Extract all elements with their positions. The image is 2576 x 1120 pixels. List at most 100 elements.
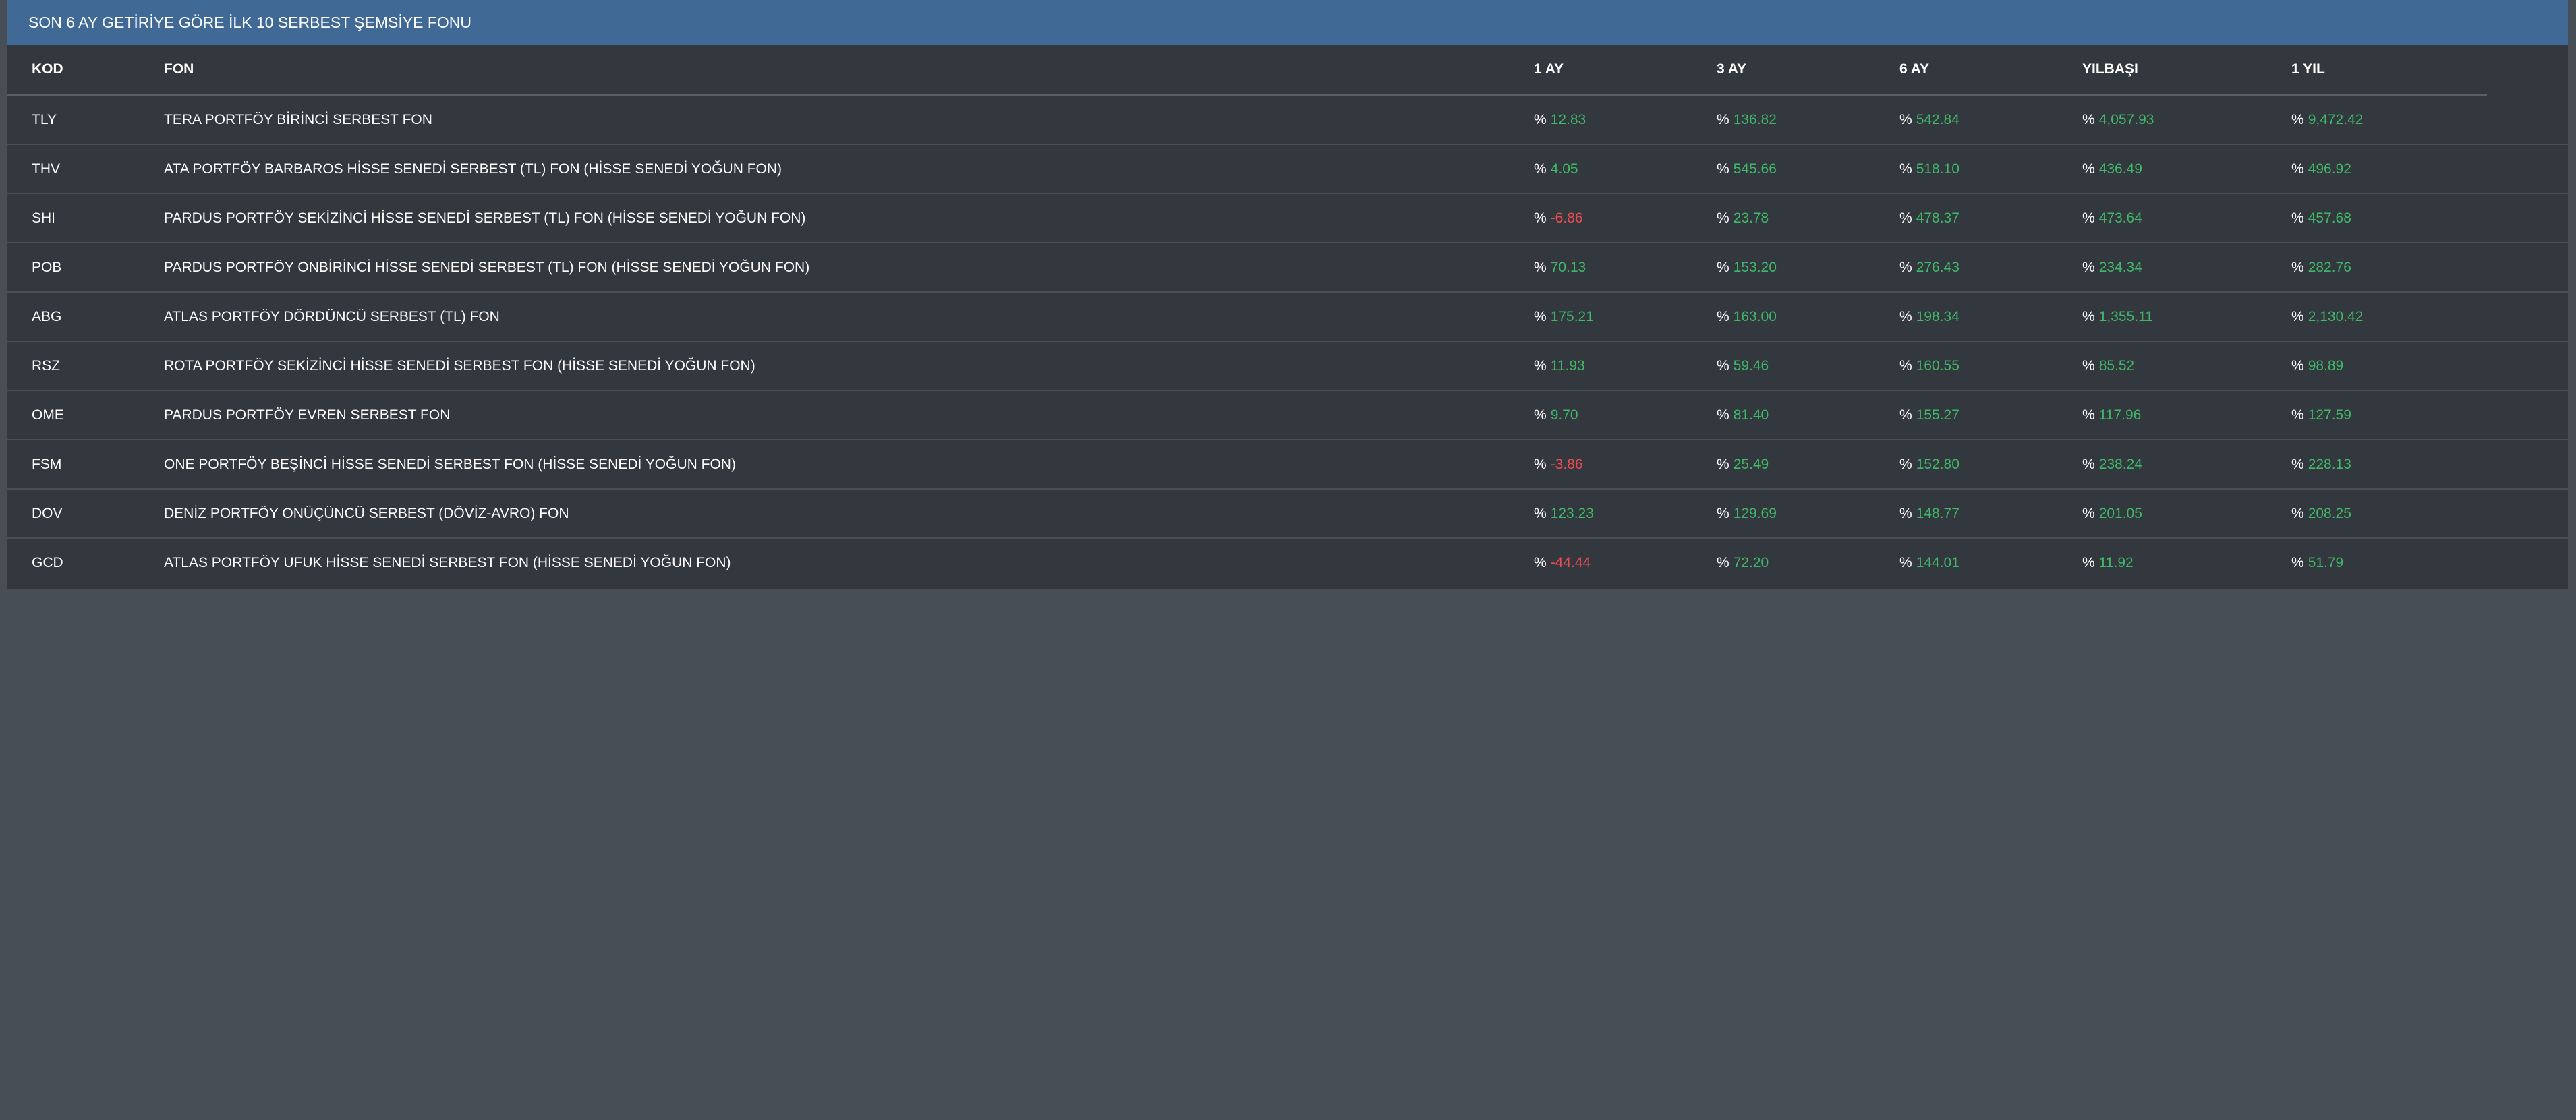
return-value: 457.68 [2308,210,2351,226]
percent-sign: % [1534,160,1547,177]
return-cell-1-yil: % 2,130.42 [2291,292,2487,341]
table-row[interactable]: RSZ ROTA PORTFÖY SEKİZİNCİ HİSSE SENEDİ S… [7,341,2568,390]
percent-sign: % [2291,456,2304,472]
percent-sign: % [1899,160,1912,177]
percent-sign: % [1534,555,1547,570]
fund-returns-panel: SON 6 AY GETİRİYE GÖRE İLK 10 SERBEST ŞE… [7,0,2568,589]
percent-sign: % [1534,259,1547,275]
fund-name[interactable]: ATA PORTFÖY BARBAROS HİSSE SENEDİ SERBES… [164,160,782,177]
return-value: 59.46 [1733,357,1769,374]
row-spacer [2487,95,2568,144]
table-row[interactable]: GCD ATLAS PORTFÖY UFUK HİSSE SENEDİ SERBE… [7,538,2568,587]
fund-code[interactable]: POB [32,259,62,275]
fund-name[interactable]: DENİZ PORTFÖY ONÜÇÜNCÜ SERBEST (DÖVİZ-AV… [164,505,569,521]
return-cell-3-ay: % 136.82 [1717,95,1899,144]
return-cell-yilbasi: % 473.64 [2082,194,2291,243]
return-value: 98.89 [2308,357,2344,374]
return-value: 163.00 [1733,308,1777,324]
return-value: 201.05 [2098,505,2142,521]
return-cell-6-ay: % 276.43 [1899,243,2082,292]
percent-sign: % [1899,407,1912,423]
fund-code[interactable]: TLY [32,111,57,127]
table-row[interactable]: OME PARDUS PORTFÖY EVREN SERBEST FON% 9.70… [7,390,2568,440]
return-cell-yilbasi: % 436.49 [2082,144,2291,194]
percent-sign: % [1717,555,1729,570]
column-header-fon[interactable]: FON [164,45,1534,96]
percent-sign: % [2291,259,2304,275]
table-row[interactable]: POB PARDUS PORTFÖY ONBİRİNCİ HİSSE SENEDİ… [7,243,2568,292]
percent-sign: % [2291,210,2304,226]
fund-name[interactable]: TERA PORTFÖY BİRİNCİ SERBEST FON [164,111,432,127]
return-cell-3-ay: % 81.40 [1717,390,1899,440]
return-cell-6-ay: % 160.55 [1899,341,2082,390]
fund-name[interactable]: ATLAS PORTFÖY DÖRDÜNCÜ SERBEST (TL) FON [164,308,500,324]
return-cell-6-ay: % 152.80 [1899,440,2082,489]
row-spacer [2487,489,2568,538]
return-value: 51.79 [2308,555,2344,570]
table-row[interactable]: DOV DENİZ PORTFÖY ONÜÇÜNCÜ SERBEST (DÖVİZ… [7,489,2568,538]
return-cell-yilbasi: % 11.92 [2082,538,2291,587]
fund-code[interactable]: FSM [32,456,62,472]
table-row[interactable]: THV ATA PORTFÖY BARBAROS HİSSE SENEDİ SER… [7,144,2568,194]
return-value: 238.24 [2098,456,2142,472]
percent-sign: % [1534,308,1547,324]
return-cell-1-ay: % -44.44 [1534,538,1717,587]
percent-sign: % [1534,505,1547,521]
fund-code[interactable]: ABG [32,308,62,324]
return-value: 276.43 [1916,259,1959,275]
return-value: 85.52 [2098,357,2135,374]
fund-name[interactable]: ROTA PORTFÖY SEKİZİNCİ HİSSE SENEDİ SERB… [164,357,755,374]
table-row[interactable]: FSM ONE PORTFÖY BEŞİNCİ HİSSE SENEDİ SERB… [7,440,2568,489]
percent-sign: % [1534,111,1547,127]
percent-sign: % [1717,357,1729,374]
table-row[interactable]: SHI PARDUS PORTFÖY SEKİZİNCİ HİSSE SENEDİ… [7,194,2568,243]
panel-header: SON 6 AY GETİRİYE GÖRE İLK 10 SERBEST ŞE… [7,0,2568,45]
return-value: 208.25 [2308,505,2351,521]
percent-sign: % [2291,308,2304,324]
return-value: 473.64 [2098,210,2142,226]
column-header-1-ay[interactable]: 1 AY [1534,45,1717,96]
percent-sign: % [1534,407,1547,423]
return-value: 234.34 [2098,259,2142,275]
percent-sign: % [2291,111,2304,127]
fund-code[interactable]: THV [32,160,60,177]
percent-sign: % [1717,210,1729,226]
fund-code[interactable]: OME [32,407,64,423]
return-value: 545.66 [1733,160,1777,177]
column-header-3-ay[interactable]: 3 AY [1717,45,1899,96]
column-header-1-yil[interactable]: 1 YIL [2291,45,2487,96]
row-spacer [2487,390,2568,440]
table-row[interactable]: ABG ATLAS PORTFÖY DÖRDÜNCÜ SERBEST (TL) F… [7,292,2568,341]
fund-code[interactable]: RSZ [32,357,60,374]
fund-name[interactable]: PARDUS PORTFÖY EVREN SERBEST FON [164,407,451,423]
fund-name[interactable]: ATLAS PORTFÖY UFUK HİSSE SENEDİ SERBEST … [164,555,731,570]
return-value: 4,057.93 [2098,111,2154,127]
fund-name[interactable]: PARDUS PORTFÖY SEKİZİNCİ HİSSE SENEDİ SE… [164,210,806,226]
return-value: 11.92 [2098,555,2134,570]
return-value: 25.49 [1733,456,1769,472]
return-cell-3-ay: % 545.66 [1717,144,1899,194]
fund-name[interactable]: ONE PORTFÖY BEŞİNCİ HİSSE SENEDİ SERBEST… [164,456,736,472]
return-cell-1-ay: % -3.86 [1534,440,1717,489]
row-spacer [2487,194,2568,243]
return-cell-yilbasi: % 4,057.93 [2082,95,2291,144]
return-value: 117.96 [2098,407,2142,423]
return-cell-1-ay: % -6.86 [1534,194,1717,243]
return-cell-1-yil: % 98.89 [2291,341,2487,390]
percent-sign: % [2082,357,2095,374]
table-row[interactable]: TLY TERA PORTFÖY BİRİNCİ SERBEST FON% 12.8… [7,95,2568,144]
percent-sign: % [1534,357,1547,374]
percent-sign: % [2291,160,2304,177]
fund-code[interactable]: GCD [32,555,63,570]
fund-code[interactable]: SHI [32,210,56,226]
return-value: 72.20 [1733,555,1769,570]
return-value: 9,472.42 [2308,111,2364,127]
column-header-6-ay[interactable]: 6 AY [1899,45,2082,96]
column-header-kod[interactable]: KOD [7,45,164,96]
return-value: 228.13 [2308,456,2351,472]
column-header-yilbasi[interactable]: YILBAŞI [2082,45,2291,96]
return-value: 148.77 [1916,505,1959,521]
fund-code[interactable]: DOV [32,505,63,521]
fund-name[interactable]: PARDUS PORTFÖY ONBİRİNCİ HİSSE SENEDİ SE… [164,259,810,275]
return-value: 9.70 [1550,407,1578,423]
